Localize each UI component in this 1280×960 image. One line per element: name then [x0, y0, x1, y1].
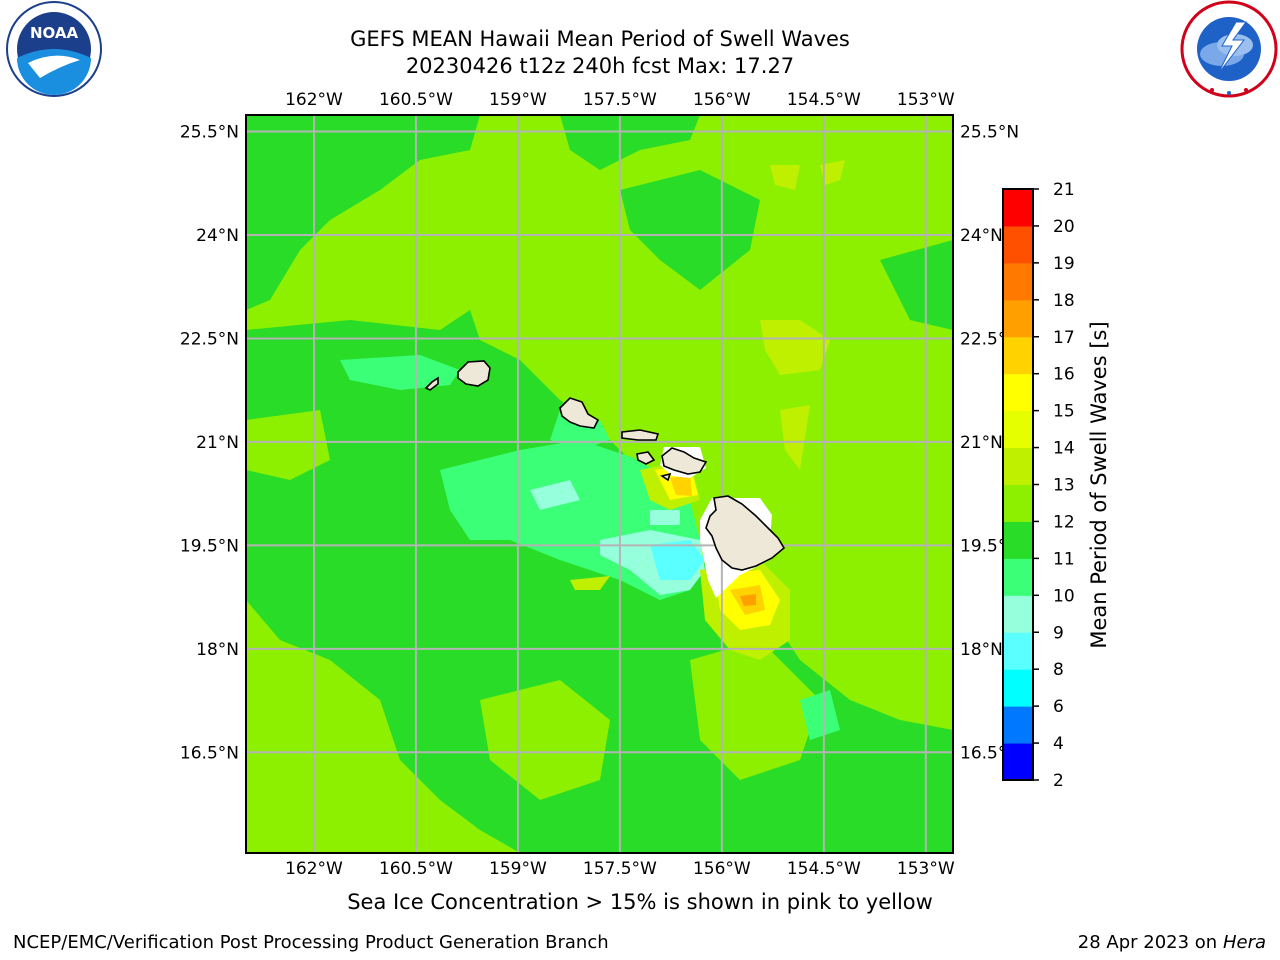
- coastlines: [424, 360, 786, 571]
- lon-tick-label: 153°W: [897, 90, 955, 110]
- lon-tick-label: 162°W: [285, 90, 343, 110]
- noaa-logo-text: NOAA: [30, 24, 79, 42]
- chart-title: GEFS MEAN Hawaii Mean Period of Swell Wa…: [350, 27, 850, 51]
- colorbar-cell: [1003, 336, 1033, 375]
- footer-machine: Hera: [1222, 932, 1266, 953]
- kauai-island: [457, 360, 491, 387]
- lon-tick-label: 160.5°W: [379, 90, 453, 110]
- colorbar-cell: [1003, 189, 1033, 227]
- colorbar-tick-label: 8: [1053, 660, 1064, 680]
- lon-tick-label: 157.5°W: [583, 859, 657, 879]
- lon-tick-label: 156°W: [693, 859, 751, 879]
- lon-tick-label: 153°W: [897, 859, 955, 879]
- colorbar-cell: [1003, 447, 1033, 485]
- lat-tick-label: 16.5°N: [180, 743, 239, 763]
- colorbar-cell: [1003, 632, 1033, 670]
- lat-tick-label: 18°N: [960, 640, 1003, 660]
- lon-tick-label: 159°W: [489, 90, 547, 110]
- lat-tick-label: 25.5°N: [960, 123, 1019, 143]
- map-frame: [245, 114, 954, 854]
- maui-island: [661, 447, 708, 475]
- lon-tick-label: 157.5°W: [583, 90, 657, 110]
- colorbar-cell: [1003, 706, 1033, 744]
- lat-tick-label: 24°N: [196, 226, 239, 246]
- lat-tick-label: 24°N: [960, 226, 1003, 246]
- colorbar-tick-label: 13: [1053, 476, 1075, 496]
- colorbar-cell: [1003, 484, 1033, 522]
- lon-tick-label: 154.5°W: [787, 90, 861, 110]
- molokai-island: [621, 429, 660, 441]
- footer-credit: NCEP/EMC/Verification Post Processing Pr…: [13, 932, 609, 953]
- chart-subtitle: 20230426 t12z 240h fcst Max: 17.27: [405, 54, 795, 78]
- lat-tick-label: 18°N: [196, 640, 239, 660]
- lat-tick-label: 19.5°N: [180, 536, 239, 556]
- sea-ice-note: Sea Ice Concentration > 15% is shown in …: [347, 890, 933, 914]
- colorbar-cells: [1003, 189, 1033, 781]
- lat-tick-label: 21°N: [960, 433, 1003, 453]
- colorbar-tick-label: 15: [1053, 402, 1075, 422]
- colorbar-tick-label: 9: [1053, 623, 1064, 643]
- lon-tick-label: 159°W: [489, 859, 547, 879]
- colorbar-tick-label: 17: [1053, 328, 1075, 348]
- colorbar-tick-label: 20: [1053, 217, 1075, 237]
- lon-ticks-bottom: 162°W 160.5°W 159°W 157.5°W 156°W 154.5°W 153°…: [285, 859, 955, 879]
- colorbar-tick-label: 12: [1053, 512, 1075, 532]
- colorbar-tick-label: 6: [1053, 697, 1064, 717]
- lon-tick-label: 154.5°W: [787, 859, 861, 879]
- footer-date: 28 Apr 2023 on Hera: [1078, 932, 1266, 953]
- lon-tick-label: 156°W: [693, 90, 751, 110]
- colorbar-tick-label: 18: [1053, 291, 1075, 311]
- colorbar-cell: [1003, 521, 1033, 559]
- noaa-logo: NOAA: [6, 1, 102, 97]
- colorbar: 2 4 6 8 9 10 11 12 13 14 15 16 17 18 19 20 21 Mean Perio…: [1002, 180, 1111, 791]
- lat-tick-label: 22.5°N: [180, 329, 239, 349]
- colorbar-cell: [1003, 595, 1033, 633]
- lon-tick-label: 160.5°W: [379, 859, 453, 879]
- colorbar-cell: [1003, 373, 1033, 412]
- colorbar-cell: [1003, 262, 1033, 301]
- big-island-hawaii: [705, 495, 786, 571]
- lat-tick-label: 25.5°N: [180, 123, 239, 143]
- colorbar-tick-label: 11: [1053, 549, 1075, 569]
- oahu-island: [559, 397, 600, 429]
- map-plot-area: 162°W 160.5°W 159°W 157.5°W 156°W 154.5°W 153°…: [180, 90, 1019, 879]
- colorbar-tick-label: 21: [1053, 180, 1075, 200]
- lanai-island: [636, 451, 656, 465]
- lat-ticks-left: 25.5°N 24°N 22.5°N 21°N 19.5°N 18°N 16.5°N: [180, 123, 239, 764]
- colorbar-tick-label: 2: [1053, 771, 1064, 791]
- nws-logo: [1180, 0, 1278, 98]
- kahoolawe-island: [660, 472, 672, 482]
- lon-ticks-top: 162°W 160.5°W 159°W 157.5°W 156°W 154.5°W 153°…: [285, 90, 955, 110]
- colorbar-ticks: 2 4 6 8 9 10 11 12 13 14 15 16 17 18 19 20 21: [1033, 180, 1075, 791]
- contour-fills: [246, 115, 953, 853]
- colorbar-cell: [1003, 669, 1033, 707]
- colorbar-tick-label: 14: [1053, 439, 1075, 459]
- colorbar-cell: [1003, 225, 1033, 264]
- graticule: [246, 115, 953, 853]
- colorbar-tick-label: 19: [1053, 254, 1075, 274]
- footer-date-text: 28 Apr 2023 on: [1077, 932, 1223, 953]
- colorbar-label: Mean Period of Swell Waves [s]: [1087, 321, 1111, 648]
- colorbar-cell: [1003, 299, 1033, 338]
- colorbar-cell: [1003, 410, 1033, 449]
- lat-tick-label: 21°N: [196, 433, 239, 453]
- niihau-island: [424, 376, 439, 391]
- lon-tick-label: 162°W: [285, 859, 343, 879]
- colorbar-tick-label: 10: [1053, 586, 1075, 606]
- colorbar-tick-label: 4: [1053, 734, 1064, 754]
- colorbar-cell: [1003, 558, 1033, 596]
- colorbar-cell: [1003, 743, 1033, 781]
- colorbar-tick-label: 16: [1053, 365, 1075, 385]
